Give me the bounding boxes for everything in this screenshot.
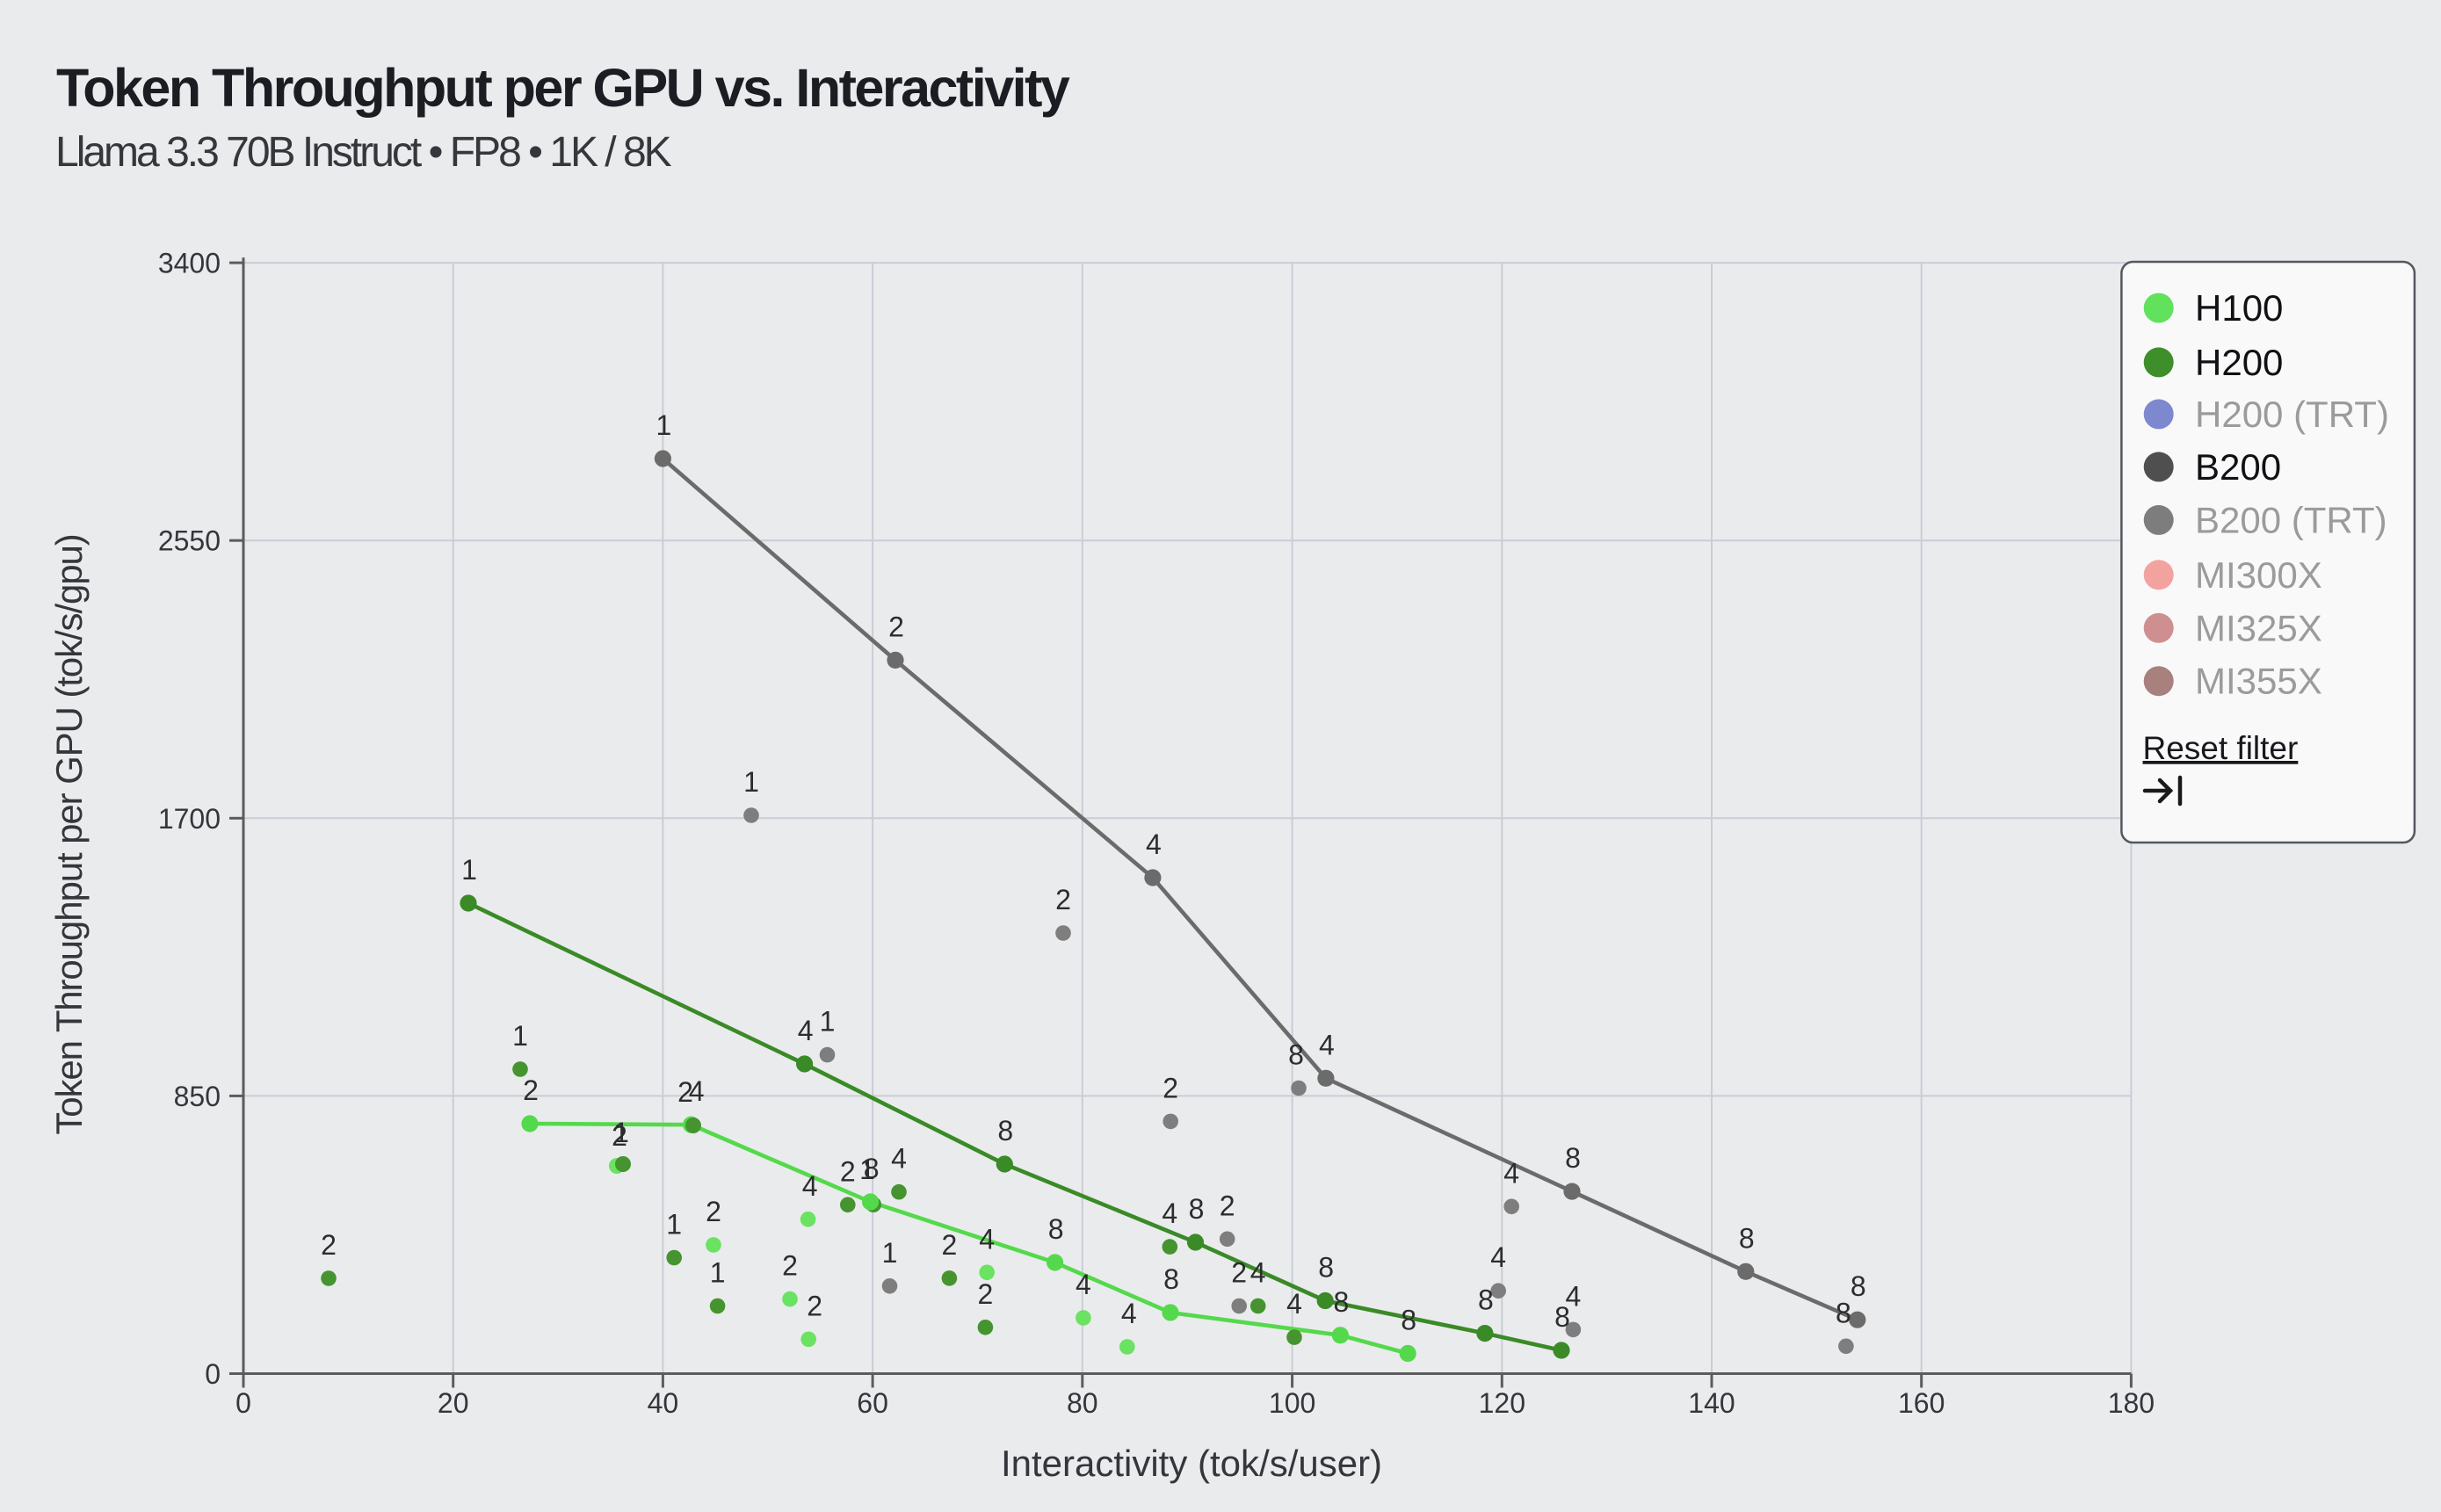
- svg-text:4: 4: [1146, 828, 1162, 860]
- svg-text:100: 100: [1269, 1387, 1315, 1419]
- svg-text:2: 2: [1163, 1072, 1178, 1103]
- svg-text:2550: 2550: [158, 525, 221, 557]
- svg-text:8: 8: [1318, 1252, 1334, 1284]
- svg-text:8: 8: [864, 1153, 880, 1184]
- svg-text:8: 8: [1836, 1297, 1851, 1328]
- svg-text:160: 160: [1898, 1387, 1945, 1419]
- svg-text:8: 8: [1565, 1142, 1581, 1174]
- svg-text:2: 2: [978, 1278, 994, 1310]
- svg-text:140: 140: [1688, 1387, 1735, 1419]
- svg-text:H200: H200: [2195, 342, 2283, 383]
- svg-text:1: 1: [859, 1154, 875, 1185]
- svg-text:4: 4: [802, 1170, 818, 1202]
- svg-text:4: 4: [1121, 1298, 1137, 1329]
- svg-text:4: 4: [1162, 1197, 1177, 1229]
- svg-text:2: 2: [321, 1229, 337, 1261]
- svg-text:8: 8: [1401, 1305, 1416, 1336]
- svg-text:2: 2: [612, 1120, 627, 1152]
- svg-text:2: 2: [677, 1076, 693, 1108]
- svg-text:2: 2: [840, 1155, 856, 1187]
- svg-text:2: 2: [523, 1074, 539, 1106]
- svg-text:8: 8: [1334, 1286, 1350, 1318]
- svg-text:1: 1: [461, 854, 477, 886]
- svg-text:2: 2: [1220, 1190, 1235, 1221]
- svg-text:1: 1: [666, 1209, 682, 1241]
- svg-text:B200 (TRT): B200 (TRT): [2195, 499, 2387, 540]
- svg-text:4: 4: [1566, 1280, 1582, 1312]
- svg-text:Interactivity (tok/s/user): Interactivity (tok/s/user): [1001, 1443, 1382, 1484]
- svg-text:60: 60: [857, 1387, 888, 1419]
- svg-text:8: 8: [1478, 1284, 1494, 1316]
- svg-text:8: 8: [1554, 1301, 1570, 1333]
- svg-text:8: 8: [1048, 1213, 1064, 1245]
- svg-text:H200 (TRT): H200 (TRT): [2195, 394, 2389, 435]
- svg-text:2: 2: [942, 1229, 958, 1261]
- svg-text:40: 40: [648, 1387, 679, 1419]
- svg-text:1: 1: [613, 1117, 629, 1148]
- svg-text:1: 1: [512, 1020, 528, 1052]
- svg-text:4: 4: [689, 1075, 705, 1107]
- svg-text:1: 1: [656, 409, 672, 441]
- svg-text:1: 1: [820, 1006, 836, 1038]
- svg-text:8: 8: [1739, 1222, 1755, 1254]
- svg-text:Reset filter: Reset filter: [2143, 730, 2299, 766]
- svg-text:4: 4: [1503, 1157, 1519, 1189]
- svg-text:4: 4: [1076, 1269, 1091, 1300]
- svg-text:1: 1: [710, 1257, 726, 1289]
- svg-text:20: 20: [438, 1387, 469, 1419]
- svg-text:2: 2: [888, 611, 904, 642]
- svg-text:8: 8: [1163, 1263, 1179, 1295]
- svg-text:Token Throughput per GPU (tok/: Token Throughput per GPU (tok/s/gpu): [48, 534, 90, 1134]
- svg-text:180: 180: [2108, 1387, 2155, 1419]
- svg-text:2: 2: [782, 1250, 798, 1282]
- svg-text:850: 850: [174, 1081, 221, 1112]
- svg-text:MI325X: MI325X: [2195, 607, 2322, 648]
- svg-text:8: 8: [1189, 1193, 1205, 1225]
- svg-text:4: 4: [891, 1143, 907, 1175]
- svg-text:2: 2: [1055, 884, 1071, 915]
- svg-text:1: 1: [882, 1237, 898, 1269]
- svg-text:3400: 3400: [158, 248, 221, 279]
- svg-text:H100: H100: [2195, 287, 2283, 329]
- svg-text:4: 4: [1319, 1029, 1335, 1060]
- svg-text:MI355X: MI355X: [2195, 661, 2322, 702]
- svg-text:4: 4: [798, 1015, 814, 1046]
- svg-text:120: 120: [1479, 1387, 1525, 1419]
- svg-text:2: 2: [706, 1196, 721, 1227]
- svg-text:2: 2: [807, 1290, 822, 1321]
- svg-text:B200: B200: [2195, 446, 2281, 488]
- svg-text:80: 80: [1067, 1387, 1098, 1419]
- svg-text:1: 1: [743, 766, 759, 798]
- svg-text:8: 8: [1851, 1270, 1866, 1302]
- svg-text:2: 2: [1231, 1257, 1247, 1289]
- svg-text:4: 4: [1250, 1257, 1266, 1289]
- svg-text:8: 8: [997, 1115, 1013, 1147]
- svg-text:8: 8: [1288, 1039, 1304, 1071]
- svg-text:1700: 1700: [158, 803, 221, 835]
- svg-text:MI300X: MI300X: [2195, 554, 2322, 596]
- svg-text:0: 0: [235, 1387, 251, 1419]
- svg-text:4: 4: [1490, 1241, 1506, 1273]
- svg-text:0: 0: [205, 1358, 221, 1390]
- svg-text:4: 4: [1286, 1288, 1302, 1320]
- svg-text:4: 4: [979, 1223, 995, 1255]
